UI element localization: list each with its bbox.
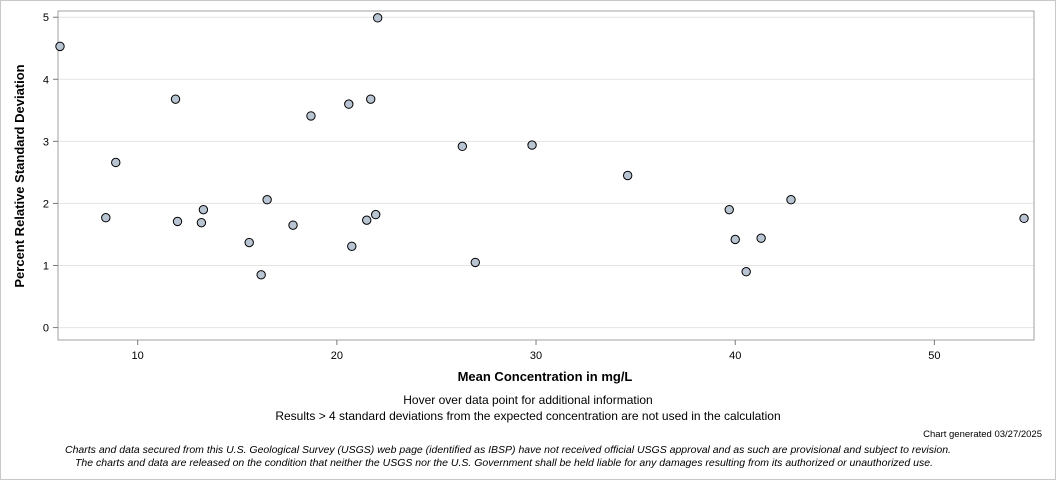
- data-point-21[interactable]: [527, 140, 537, 150]
- data-point-24[interactable]: [730, 234, 740, 245]
- plot-area-border: [57, 10, 1035, 341]
- y-tick-label: 2: [43, 198, 49, 210]
- scatter-chart: 0 1 2 3 4 5 10 20 30 40 50 Mean Concentration in m…: [12, 10, 1035, 384]
- y-tick-label: 4: [43, 74, 49, 86]
- data-point-9[interactable]: [256, 270, 266, 280]
- data-point-12[interactable]: [306, 111, 316, 121]
- data-point-2[interactable]: [101, 213, 111, 223]
- x-tick-label: 50: [928, 350, 940, 362]
- data-point-27[interactable]: [786, 195, 796, 205]
- data-point-15[interactable]: [362, 215, 372, 225]
- chart-generated-date: Chart generated 03/27/2025: [923, 429, 1042, 440]
- point-layer: [55, 13, 1029, 280]
- y-tick-label: 1: [43, 261, 49, 273]
- data-point-7[interactable]: [198, 204, 209, 215]
- y-tick-label: 0: [43, 323, 49, 335]
- grid-layer: [58, 16, 1034, 329]
- x-tick-label: 30: [530, 350, 542, 362]
- data-point-17[interactable]: [370, 209, 381, 220]
- data-point-20[interactable]: [470, 257, 480, 268]
- data-point-10[interactable]: [262, 195, 272, 205]
- data-point-5[interactable]: [172, 216, 183, 227]
- data-point-11[interactable]: [288, 220, 298, 230]
- x-tick-label: 40: [729, 350, 741, 362]
- data-point-3[interactable]: [111, 157, 121, 168]
- x-tick-label: 10: [132, 350, 144, 362]
- data-point-18[interactable]: [372, 13, 383, 23]
- results-note: Results > 4 standard deviations from the…: [275, 409, 781, 423]
- y-tick-label: 5: [43, 12, 49, 24]
- data-point-4[interactable]: [170, 94, 181, 104]
- disclaimer-line-1: Charts and data secured from this U.S. G…: [65, 444, 951, 456]
- data-point-23[interactable]: [724, 204, 734, 215]
- hover-note: Hover over data point for additional inf…: [403, 393, 653, 407]
- data-point-26[interactable]: [756, 233, 766, 243]
- data-point-1[interactable]: [55, 41, 65, 52]
- data-point-13[interactable]: [344, 99, 354, 109]
- x-axis-label: Mean Concentration in mg/L: [458, 369, 633, 384]
- data-point-28[interactable]: [1019, 213, 1029, 224]
- data-point-22[interactable]: [622, 170, 633, 181]
- y-axis-label: Percent Relative Standard Deviation: [12, 64, 27, 287]
- data-point-16[interactable]: [366, 94, 376, 104]
- tick-layer: 0 1 2 3 4 5 10 20 30 40 50: [43, 12, 941, 362]
- data-point-8[interactable]: [244, 237, 254, 248]
- data-point-19[interactable]: [457, 141, 468, 152]
- y-tick-label: 3: [43, 136, 49, 148]
- x-tick-label: 20: [331, 350, 343, 362]
- data-point-14[interactable]: [347, 241, 357, 251]
- data-point-6[interactable]: [196, 217, 207, 228]
- data-point-25[interactable]: [741, 267, 751, 277]
- disclaimer-line-2: The charts and data are released on the …: [75, 457, 933, 469]
